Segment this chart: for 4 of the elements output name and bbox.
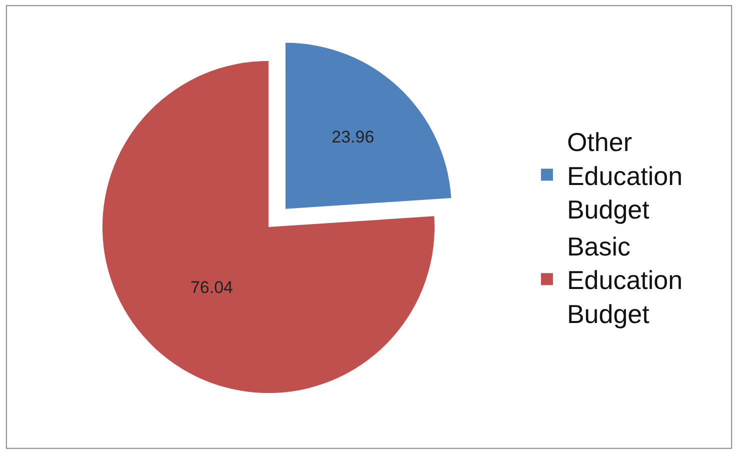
data-label: 76.04 xyxy=(190,278,233,298)
legend-label: Basic Education Budget xyxy=(566,231,683,330)
legend-label: Other Education Budget xyxy=(566,127,683,225)
data-label: 23.96 xyxy=(332,127,374,146)
